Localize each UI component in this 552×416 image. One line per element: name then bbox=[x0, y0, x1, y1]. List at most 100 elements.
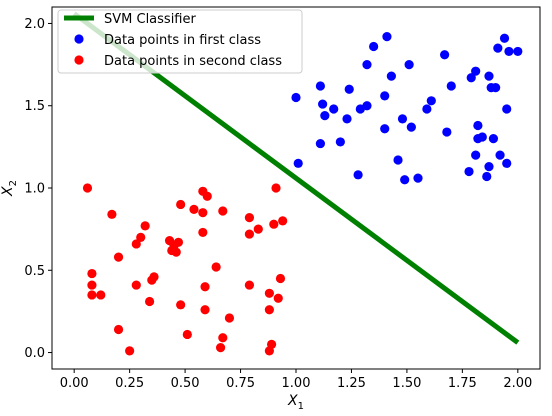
first-class-point bbox=[440, 50, 450, 60]
first-class-point bbox=[382, 32, 392, 42]
second-class-point bbox=[82, 183, 93, 193]
x-tick-label: 0.75 bbox=[226, 376, 255, 391]
second-class-point bbox=[200, 305, 210, 315]
first-class-point bbox=[291, 92, 301, 103]
second-class-point bbox=[107, 209, 117, 219]
second-class-point bbox=[269, 219, 279, 229]
second-class-point bbox=[224, 313, 235, 323]
second-class-point bbox=[113, 324, 124, 335]
x-tick-label: 2.00 bbox=[503, 376, 532, 391]
second-class-point bbox=[244, 280, 255, 290]
second-class-point bbox=[87, 268, 97, 279]
second-class-point bbox=[131, 239, 141, 249]
second-class-point bbox=[176, 199, 186, 210]
second-class-point bbox=[271, 183, 281, 193]
first-class-point bbox=[471, 66, 481, 76]
first-class-point bbox=[482, 171, 492, 182]
second-class-point bbox=[215, 343, 226, 353]
second-class-point bbox=[218, 206, 228, 216]
legend-svm-label: SVM Classifier bbox=[104, 12, 196, 27]
first-class-point bbox=[473, 120, 483, 131]
second-class-point bbox=[275, 273, 286, 284]
second-class-point bbox=[189, 204, 199, 214]
y-tick-label: 1.5 bbox=[24, 99, 45, 114]
x-tick-label: 0.50 bbox=[171, 376, 200, 391]
plot-content bbox=[72, 11, 523, 356]
axes-frame bbox=[51, 6, 541, 370]
y-tick-label: 0.0 bbox=[24, 346, 45, 361]
first-class-point bbox=[315, 81, 325, 91]
second-class-point bbox=[264, 305, 274, 315]
first-class-point bbox=[293, 158, 303, 168]
second-class-point bbox=[273, 293, 283, 303]
second-class-point bbox=[244, 213, 255, 223]
second-class-point bbox=[147, 275, 157, 285]
second-class-point bbox=[198, 227, 208, 238]
first-class-point bbox=[406, 122, 416, 132]
second-class-point bbox=[140, 221, 150, 231]
first-class-point bbox=[513, 46, 523, 57]
first-class-point bbox=[466, 73, 476, 83]
x-tick-label: 0.00 bbox=[60, 376, 89, 391]
second-class-point bbox=[113, 252, 124, 262]
second-class-point bbox=[202, 191, 212, 201]
first-class-point bbox=[446, 81, 456, 91]
first-class-point bbox=[471, 150, 481, 160]
legend-second-class-swatch bbox=[74, 55, 84, 65]
second-class-point bbox=[131, 280, 141, 290]
first-class-point bbox=[473, 134, 483, 144]
legend-second-class-label: Data points in second class bbox=[104, 54, 282, 69]
first-class-point bbox=[502, 158, 512, 168]
first-class-point bbox=[362, 59, 372, 70]
first-class-point bbox=[488, 134, 499, 144]
legend-box bbox=[57, 9, 303, 74]
first-class-point bbox=[426, 96, 436, 106]
second-class-point bbox=[136, 232, 146, 242]
first-class-point bbox=[380, 124, 390, 134]
second-class-point bbox=[96, 290, 106, 300]
first-class-point bbox=[397, 114, 408, 124]
second-class-point bbox=[264, 346, 274, 356]
legend: SVM Classifier Data points in first clas… bbox=[57, 9, 303, 74]
first-class-point bbox=[318, 99, 328, 109]
first-class-point bbox=[329, 104, 339, 114]
second-class-point bbox=[167, 245, 177, 256]
second-class-point bbox=[87, 280, 97, 290]
first-class-point bbox=[484, 71, 494, 81]
first-class-point bbox=[386, 71, 396, 81]
first-class-point bbox=[422, 104, 432, 114]
first-class-point bbox=[342, 114, 352, 124]
first-class-point bbox=[369, 41, 379, 52]
second-class-point bbox=[176, 300, 186, 310]
second-class-point bbox=[211, 262, 221, 272]
second-class-point bbox=[125, 346, 135, 356]
first-class-point bbox=[484, 162, 494, 172]
first-class-point bbox=[400, 175, 410, 185]
x-tick-label: 1.00 bbox=[282, 376, 311, 391]
first-class-point bbox=[502, 104, 512, 114]
first-class-point bbox=[404, 59, 414, 70]
second-class-point bbox=[145, 296, 155, 307]
first-class-point bbox=[344, 84, 354, 94]
x-tick-label: 0.25 bbox=[115, 376, 144, 391]
y-tick-label: 2.0 bbox=[24, 17, 45, 32]
second-class-point bbox=[218, 333, 228, 343]
legend-first-class-label: Data points in first class bbox=[104, 33, 261, 48]
x-axis-ticks: 0.00 0.25 0.50 0.75 1.00 1.25 1.50 1.75 2.00 bbox=[60, 369, 532, 391]
second-class-point bbox=[244, 229, 255, 239]
second-class-point bbox=[182, 329, 192, 340]
y-tick-label: 1.0 bbox=[24, 182, 45, 197]
first-class-point bbox=[320, 111, 330, 121]
second-class-series bbox=[82, 183, 288, 356]
first-class-point bbox=[493, 43, 503, 53]
second-class-point bbox=[198, 208, 208, 218]
first-class-point bbox=[499, 33, 510, 43]
y-axis-label: X2 bbox=[0, 180, 19, 197]
x-tick-label: 1.75 bbox=[448, 376, 477, 391]
scatter-series bbox=[82, 32, 523, 356]
y-axis-ticks: 0.0 0.5 1.0 1.5 2.0 bbox=[24, 17, 52, 361]
first-class-point bbox=[393, 155, 403, 165]
first-class-point bbox=[413, 173, 423, 183]
first-class-point bbox=[335, 137, 345, 147]
